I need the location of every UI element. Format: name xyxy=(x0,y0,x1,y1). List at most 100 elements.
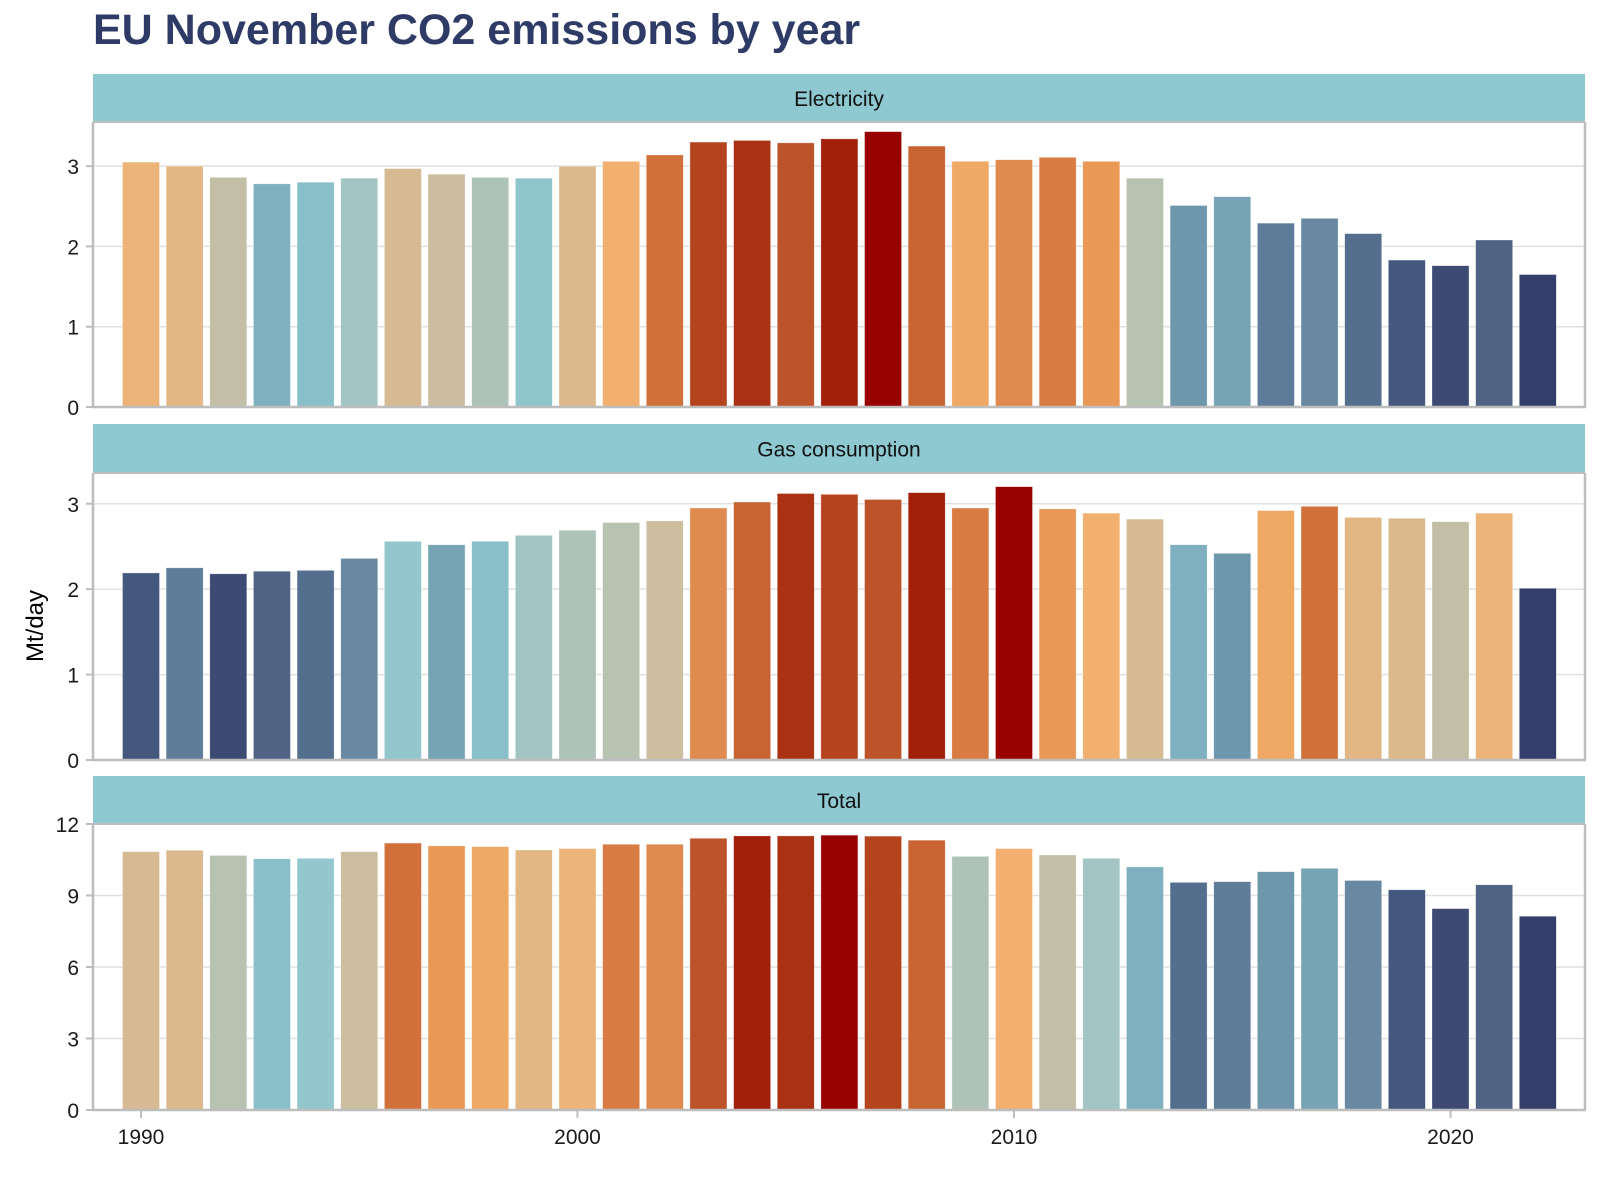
bar-electricity-2014 xyxy=(1169,205,1208,408)
bar-gas-consumption-2008 xyxy=(907,492,946,761)
bar-total-1996 xyxy=(384,842,422,1111)
bar-total-2014 xyxy=(1169,882,1208,1111)
bar-gas-consumption-2000 xyxy=(558,529,597,761)
y-tick-label: 2 xyxy=(67,579,79,602)
bar-gas-consumption-2018 xyxy=(1344,517,1382,761)
bar-electricity-1991 xyxy=(165,165,204,408)
bar-electricity-2018 xyxy=(1344,233,1382,408)
bar-gas-consumption-1997 xyxy=(427,544,466,761)
bar-electricity-1996 xyxy=(384,168,422,408)
bar-gas-consumption-2011 xyxy=(1038,508,1077,761)
y-tick-label: 2 xyxy=(67,236,79,259)
bar-electricity-2015 xyxy=(1213,196,1252,408)
bar-electricity-2010 xyxy=(995,159,1033,408)
bar-total-2016 xyxy=(1257,871,1295,1111)
bar-gas-consumption-1992 xyxy=(209,573,248,761)
bar-total-2003 xyxy=(689,837,728,1111)
bar-total-2021 xyxy=(1475,884,1513,1111)
facet-strip-electricity xyxy=(93,74,1585,122)
bar-gas-consumption-2016 xyxy=(1257,510,1295,761)
x-tick-label: 2000 xyxy=(554,1126,601,1149)
bar-gas-consumption-1998 xyxy=(471,541,510,761)
bar-electricity-2006 xyxy=(820,138,859,408)
bar-electricity-2019 xyxy=(1388,259,1426,408)
bar-gas-consumption-2009 xyxy=(951,507,990,761)
bar-total-1995 xyxy=(340,851,379,1111)
bar-total-1998 xyxy=(471,846,510,1111)
bar-total-2005 xyxy=(776,835,815,1111)
bar-electricity-2008 xyxy=(907,145,946,408)
bar-gas-consumption-1990 xyxy=(122,572,160,761)
y-tick-label: 1 xyxy=(67,665,79,688)
bar-total-2002 xyxy=(645,843,684,1111)
bar-electricity-2016 xyxy=(1257,222,1295,408)
bar-electricity-2017 xyxy=(1300,218,1339,408)
bar-gas-consumption-2017 xyxy=(1300,506,1339,761)
bar-total-2022 xyxy=(1519,915,1557,1111)
bar-electricity-2020 xyxy=(1431,265,1470,408)
facet-strip-total xyxy=(93,776,1585,824)
bar-total-2015 xyxy=(1213,881,1252,1111)
bar-total-2018 xyxy=(1344,880,1382,1111)
bar-electricity-2004 xyxy=(733,140,771,408)
bar-total-1990 xyxy=(122,851,160,1111)
bar-gas-consumption-2006 xyxy=(820,494,859,761)
y-tick-label: 0 xyxy=(67,1100,79,1123)
bar-electricity-2001 xyxy=(602,161,640,408)
bar-total-2020 xyxy=(1431,908,1470,1111)
bar-total-2019 xyxy=(1388,889,1426,1111)
bar-total-1994 xyxy=(296,858,335,1111)
bar-gas-consumption-1993 xyxy=(253,570,291,761)
y-tick-label: 9 xyxy=(67,886,79,909)
bar-total-2017 xyxy=(1300,868,1339,1111)
bar-gas-consumption-2005 xyxy=(776,493,815,761)
bar-gas-consumption-1996 xyxy=(384,541,422,761)
y-tick-label: 0 xyxy=(67,397,79,420)
bar-gas-consumption-2002 xyxy=(645,520,684,761)
bar-gas-consumption-2021 xyxy=(1475,512,1513,761)
bar-total-2004 xyxy=(733,835,771,1111)
bar-electricity-1999 xyxy=(515,177,553,408)
y-tick-label: 3 xyxy=(67,156,79,179)
bar-total-2009 xyxy=(951,856,990,1111)
bar-gas-consumption-1994 xyxy=(296,570,335,761)
facet-strip-gas-consumption xyxy=(93,424,1585,473)
bar-total-2008 xyxy=(907,839,946,1111)
bar-gas-consumption-2004 xyxy=(733,501,771,761)
bar-gas-consumption-2003 xyxy=(689,507,728,761)
bar-electricity-2022 xyxy=(1519,274,1557,408)
bar-total-2006 xyxy=(820,834,859,1111)
y-tick-label: 12 xyxy=(56,814,79,837)
bar-total-2011 xyxy=(1038,854,1077,1111)
bar-gas-consumption-2012 xyxy=(1082,512,1121,761)
bar-electricity-2021 xyxy=(1475,239,1513,408)
bar-total-2013 xyxy=(1126,866,1164,1111)
bar-gas-consumption-2022 xyxy=(1519,588,1557,761)
bar-gas-consumption-2019 xyxy=(1388,517,1426,761)
bar-gas-consumption-2020 xyxy=(1431,521,1470,761)
facet-label: Electricity xyxy=(794,88,884,111)
bar-total-2000 xyxy=(558,848,597,1111)
x-tick-label: 2020 xyxy=(1427,1126,1474,1149)
bar-total-1991 xyxy=(165,849,204,1111)
bar-total-2010 xyxy=(995,848,1033,1111)
bar-electricity-1992 xyxy=(209,177,248,408)
facet-label: Gas consumption xyxy=(757,439,920,462)
bar-total-2001 xyxy=(602,843,640,1111)
x-tick-label: 2010 xyxy=(991,1126,1038,1149)
bar-electricity-1994 xyxy=(296,181,335,408)
bar-total-2007 xyxy=(864,835,902,1111)
bar-electricity-2012 xyxy=(1082,161,1121,408)
y-tick-label: 0 xyxy=(67,750,79,773)
facet-label: Total xyxy=(817,790,861,813)
bar-total-1992 xyxy=(209,855,248,1111)
bar-electricity-1990 xyxy=(122,161,160,408)
bar-gas-consumption-2014 xyxy=(1169,544,1208,761)
y-tick-label: 6 xyxy=(67,957,79,980)
x-tick-label: 1990 xyxy=(118,1126,165,1149)
bar-electricity-2007 xyxy=(864,131,902,408)
chart-title: EU November CO2 emissions by year xyxy=(93,6,861,54)
bar-electricity-1997 xyxy=(427,173,466,408)
bar-gas-consumption-1995 xyxy=(340,558,379,761)
bar-electricity-2011 xyxy=(1038,157,1077,408)
